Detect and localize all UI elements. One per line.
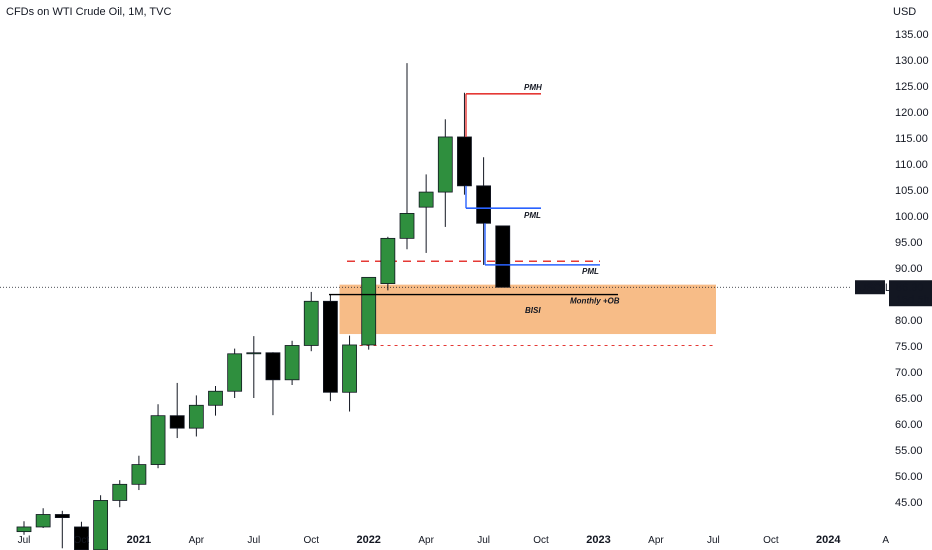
- candle-body[interactable]: [208, 390, 223, 406]
- y-tick-label: 135.00: [895, 29, 929, 41]
- x-tick-label: Oct: [533, 535, 549, 546]
- x-tick-label: Apr: [189, 535, 205, 546]
- price-badge: [889, 280, 932, 307]
- y-tick-label: 125.00: [895, 81, 929, 93]
- y-tick-label: 80.00: [895, 315, 923, 327]
- countdown-label: 15d 5h: [896, 294, 930, 306]
- currency-label: USD: [893, 6, 917, 18]
- x-tick-label: 2023: [586, 534, 610, 546]
- candle-body[interactable]: [457, 136, 472, 187]
- x-tick-label: 2021: [127, 534, 151, 546]
- bisi-label: BISI: [525, 306, 541, 315]
- candle-body[interactable]: [380, 237, 396, 285]
- x-tick-label: Oct: [74, 535, 90, 546]
- candle-body[interactable]: [54, 514, 70, 518]
- candle-body[interactable]: [437, 136, 453, 193]
- candle-body[interactable]: [399, 212, 415, 239]
- x-tick-label: Jul: [477, 535, 490, 546]
- candle-body[interactable]: [418, 191, 434, 208]
- candle-body[interactable]: [284, 345, 300, 381]
- y-tick-label: 105.00: [895, 185, 929, 197]
- bisi-zone: [339, 284, 716, 335]
- y-tick-label: 115.00: [895, 133, 928, 145]
- y-tick-label: 100.00: [895, 211, 929, 223]
- candle-body[interactable]: [112, 483, 128, 501]
- candle-body[interactable]: [150, 415, 166, 465]
- candle-body[interactable]: [361, 276, 377, 346]
- y-tick-label: 60.00: [895, 419, 923, 431]
- pml-upper-label: PML: [524, 211, 541, 220]
- y-tick-label: 70.00: [895, 367, 923, 379]
- x-tick-label: Jul: [707, 535, 720, 546]
- x-tick-label: 2022: [356, 534, 380, 546]
- pml-lower-label: PML: [582, 267, 599, 276]
- x-tick-label: Apr: [418, 535, 434, 546]
- candle-body[interactable]: [322, 300, 338, 393]
- chart-title: CFDs on WTI Crude Oil, 1M, TVC: [6, 6, 172, 18]
- x-tick-label: Oct: [303, 535, 319, 546]
- y-tick-label: 110.00: [895, 159, 928, 171]
- y-tick-label: 65.00: [895, 393, 923, 405]
- candle-body[interactable]: [131, 464, 147, 485]
- y-tick-label: 90.00: [895, 263, 923, 275]
- candle-body[interactable]: [265, 352, 281, 381]
- candle-body[interactable]: [303, 300, 319, 346]
- y-tick-label: 55.00: [895, 445, 923, 457]
- x-tick-label: 2024: [816, 534, 841, 546]
- x-tick-label: A: [882, 535, 889, 546]
- candle-body[interactable]: [169, 415, 185, 429]
- y-tick-label: 75.00: [895, 341, 923, 353]
- candle-body[interactable]: [35, 514, 51, 528]
- candle-body[interactable]: [246, 352, 262, 355]
- x-tick-label: Apr: [648, 535, 664, 546]
- y-tick-label: 130.00: [895, 55, 929, 67]
- candle-body[interactable]: [93, 500, 108, 550]
- monthly-ob-label: Monthly +OB: [570, 297, 620, 306]
- y-tick-label: 95.00: [895, 237, 923, 249]
- candle-body[interactable]: [342, 344, 357, 393]
- x-tick-label: Jul: [247, 535, 260, 546]
- current-price-label: 86.30: [896, 282, 924, 294]
- y-tick-label: 45.00: [895, 497, 923, 509]
- x-tick-label: Jul: [18, 535, 31, 546]
- y-tick-label: 50.00: [895, 471, 923, 483]
- x-tick-label: Oct: [763, 535, 779, 546]
- candle-body[interactable]: [16, 526, 32, 533]
- y-tick-label: 120.00: [895, 107, 929, 119]
- symbol-label: USOIL: [858, 282, 891, 294]
- candle-body[interactable]: [495, 225, 511, 288]
- symbol-badge: [855, 280, 885, 295]
- candle-body[interactable]: [227, 353, 243, 392]
- candle-body[interactable]: [188, 404, 204, 429]
- pmh-label: PMH: [524, 83, 542, 92]
- candle-body[interactable]: [476, 185, 492, 224]
